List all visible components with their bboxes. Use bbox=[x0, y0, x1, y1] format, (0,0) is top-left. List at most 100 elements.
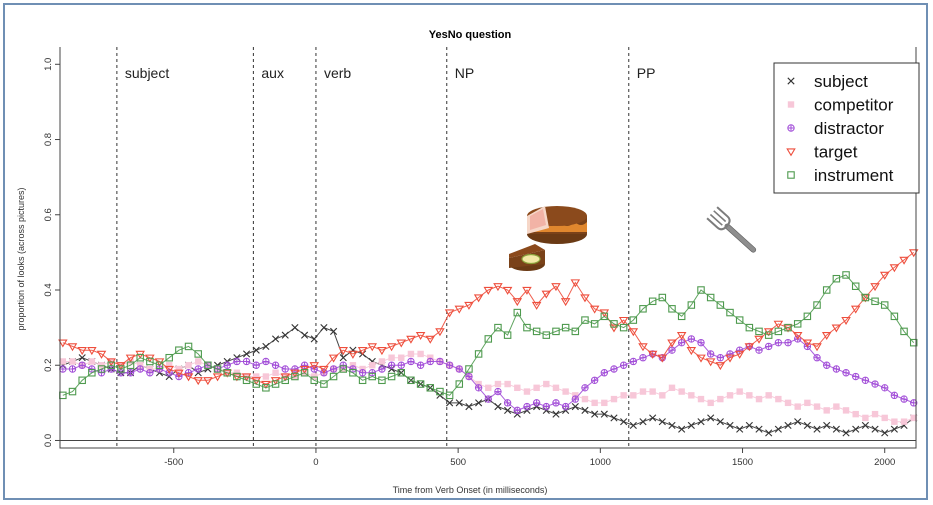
data-point-distractor bbox=[861, 376, 870, 384]
data-point-subject bbox=[832, 425, 840, 433]
data-point-competitor bbox=[639, 388, 647, 395]
data-point-instrument bbox=[561, 323, 570, 332]
data-point-instrument bbox=[755, 327, 763, 336]
data-point-subject bbox=[523, 406, 531, 414]
y-tick-label: 0.2 bbox=[43, 359, 54, 372]
data-point-competitor bbox=[359, 365, 366, 373]
y-tick-label: 0.0 bbox=[43, 434, 54, 447]
data-point-target bbox=[377, 347, 387, 356]
data-point-competitor bbox=[175, 365, 183, 373]
data-point-competitor bbox=[253, 373, 260, 380]
data-point-competitor bbox=[813, 403, 821, 410]
data-point-subject bbox=[658, 418, 666, 426]
data-point-instrument bbox=[291, 372, 299, 381]
data-point-instrument bbox=[281, 376, 289, 385]
data-point-target bbox=[560, 298, 571, 307]
data-point-instrument bbox=[523, 323, 531, 332]
region-label: subject bbox=[125, 65, 169, 81]
x-tick-label: -500 bbox=[164, 457, 183, 468]
data-point-target bbox=[821, 331, 832, 341]
data-point-subject bbox=[233, 354, 241, 362]
data-point-subject bbox=[823, 421, 831, 430]
data-point-competitor bbox=[852, 410, 859, 418]
data-point-distractor bbox=[832, 365, 841, 373]
data-point-instrument bbox=[803, 312, 812, 321]
data-point-instrument bbox=[107, 361, 115, 369]
data-point-instrument bbox=[764, 331, 773, 339]
data-point-subject bbox=[388, 365, 396, 373]
data-point-subject bbox=[271, 335, 280, 343]
data-point-subject bbox=[475, 399, 483, 407]
data-point-competitor bbox=[842, 407, 850, 414]
data-point-target bbox=[77, 347, 87, 356]
data-point-competitor bbox=[697, 395, 705, 403]
series-competitor bbox=[59, 350, 917, 425]
data-point-instrument bbox=[851, 282, 860, 290]
data-point-competitor bbox=[146, 365, 154, 373]
chart-axes: YesNo question Time from Verb Onset (in … bbox=[16, 29, 917, 495]
data-point-subject bbox=[329, 327, 338, 335]
data-point-instrument bbox=[735, 316, 744, 324]
data-point-instrument bbox=[155, 361, 164, 369]
data-point-subject bbox=[78, 354, 86, 362]
data-point-target bbox=[889, 264, 900, 273]
data-point-instrument bbox=[426, 384, 435, 392]
data-point-subject bbox=[736, 425, 744, 433]
data-point-instrument bbox=[436, 387, 444, 396]
y-axis-label: proportion of looks (across pictures) bbox=[16, 187, 26, 330]
data-point-instrument bbox=[184, 342, 193, 351]
data-point-distractor bbox=[407, 357, 415, 366]
legend-label: instrument bbox=[814, 166, 894, 185]
data-point-target bbox=[589, 305, 600, 314]
data-point-competitor bbox=[871, 410, 879, 418]
data-point-competitor bbox=[649, 388, 656, 395]
data-point-distractor bbox=[426, 357, 434, 366]
data-point-subject bbox=[687, 421, 695, 430]
data-point-subject bbox=[533, 403, 541, 411]
data-point-instrument bbox=[871, 297, 879, 306]
data-point-instrument bbox=[610, 320, 618, 328]
data-point-distractor bbox=[474, 384, 483, 392]
data-point-competitor bbox=[272, 369, 279, 376]
data-point-instrument bbox=[397, 369, 406, 377]
data-point-distractor bbox=[552, 399, 560, 407]
data-point-competitor bbox=[581, 395, 589, 403]
data-point-target bbox=[744, 343, 755, 352]
data-point-distractor bbox=[755, 346, 763, 354]
data-point-target bbox=[338, 347, 349, 356]
data-point-instrument bbox=[416, 380, 425, 388]
data-point-competitor bbox=[407, 350, 415, 358]
data-point-distractor bbox=[126, 369, 135, 377]
data-point-competitor bbox=[475, 380, 482, 388]
data-point-competitor bbox=[427, 354, 434, 361]
data-point-distractor bbox=[291, 365, 299, 373]
data-point-instrument bbox=[146, 357, 154, 366]
data-point-subject bbox=[678, 425, 686, 433]
data-point-distractor bbox=[368, 369, 376, 377]
data-point-instrument bbox=[126, 361, 135, 369]
data-point-subject bbox=[649, 414, 657, 422]
data-point-competitor bbox=[195, 358, 202, 365]
data-point-instrument bbox=[571, 327, 580, 336]
legend-marker bbox=[787, 77, 795, 85]
data-point-distractor bbox=[223, 361, 231, 369]
data-point-distractor bbox=[97, 369, 106, 377]
series-instrument bbox=[59, 271, 918, 400]
data-point-competitor bbox=[620, 392, 627, 399]
data-point-target bbox=[512, 298, 523, 307]
data-point-subject bbox=[465, 403, 473, 411]
data-point-subject bbox=[629, 421, 637, 430]
data-point-target bbox=[58, 339, 68, 348]
data-point-instrument bbox=[494, 323, 502, 332]
data-point-instrument bbox=[900, 327, 908, 336]
data-point-distractor bbox=[706, 350, 715, 358]
legend-box bbox=[773, 62, 920, 194]
data-point-distractor bbox=[687, 335, 696, 343]
data-point-distractor bbox=[117, 369, 125, 377]
data-point-target bbox=[667, 339, 677, 348]
data-point-distractor bbox=[378, 365, 386, 373]
data-point-distractor bbox=[271, 361, 280, 369]
data-point-target bbox=[522, 286, 532, 295]
data-point-target bbox=[715, 362, 726, 371]
x-tick-label: 1000 bbox=[590, 457, 611, 468]
